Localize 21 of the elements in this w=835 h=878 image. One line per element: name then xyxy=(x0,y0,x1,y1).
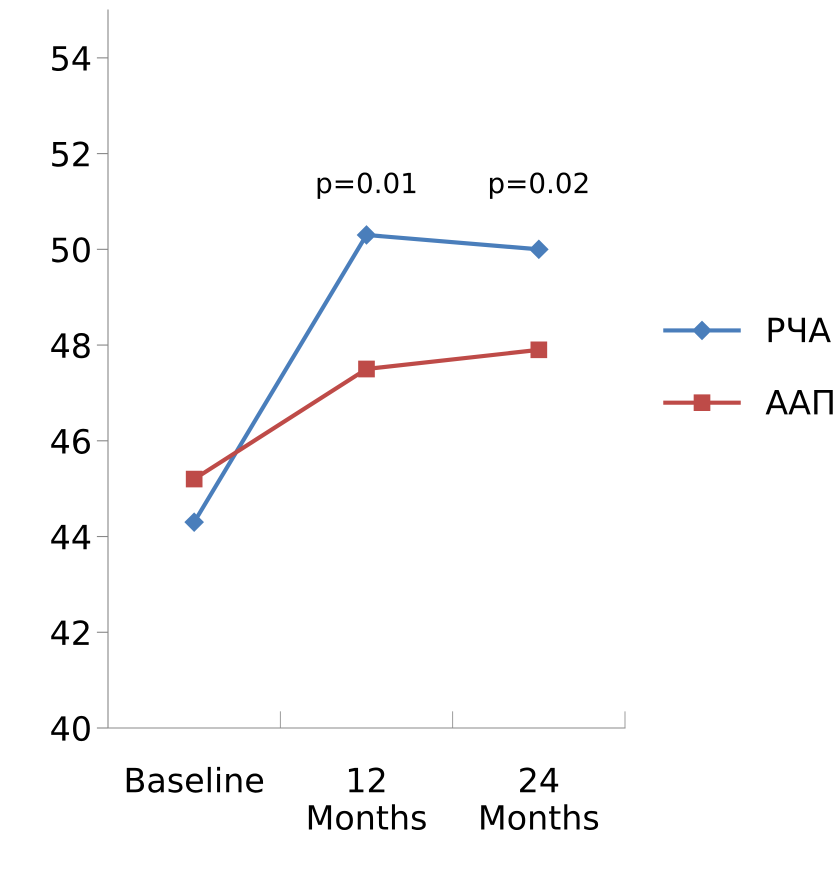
y-tick-label: 50 xyxy=(52,237,90,262)
annotation: p=0.01 xyxy=(318,172,416,199)
point xyxy=(186,470,202,488)
y-tick-label: 42 xyxy=(51,620,89,645)
legend-label: ААП xyxy=(766,390,833,414)
x-tick-label: 12 Months xyxy=(308,767,426,830)
point xyxy=(184,512,204,532)
y-tick-label: 46 xyxy=(51,428,90,454)
point xyxy=(358,360,375,378)
y-tick-label: 44 xyxy=(51,524,90,550)
point xyxy=(356,225,376,245)
point xyxy=(529,240,548,259)
x-tick-label: 24 Months xyxy=(481,767,598,830)
y-tick-label: 48 xyxy=(51,332,90,358)
y-tick-label: 54 xyxy=(52,46,90,72)
y-tick-label: 40 xyxy=(51,716,90,742)
legend-label: РЧА xyxy=(768,318,831,342)
point xyxy=(530,342,548,358)
y-tick-label: 52 xyxy=(52,142,89,167)
x-tick-label: Baseline xyxy=(126,766,264,793)
annotation: p=0.02 xyxy=(490,172,588,199)
